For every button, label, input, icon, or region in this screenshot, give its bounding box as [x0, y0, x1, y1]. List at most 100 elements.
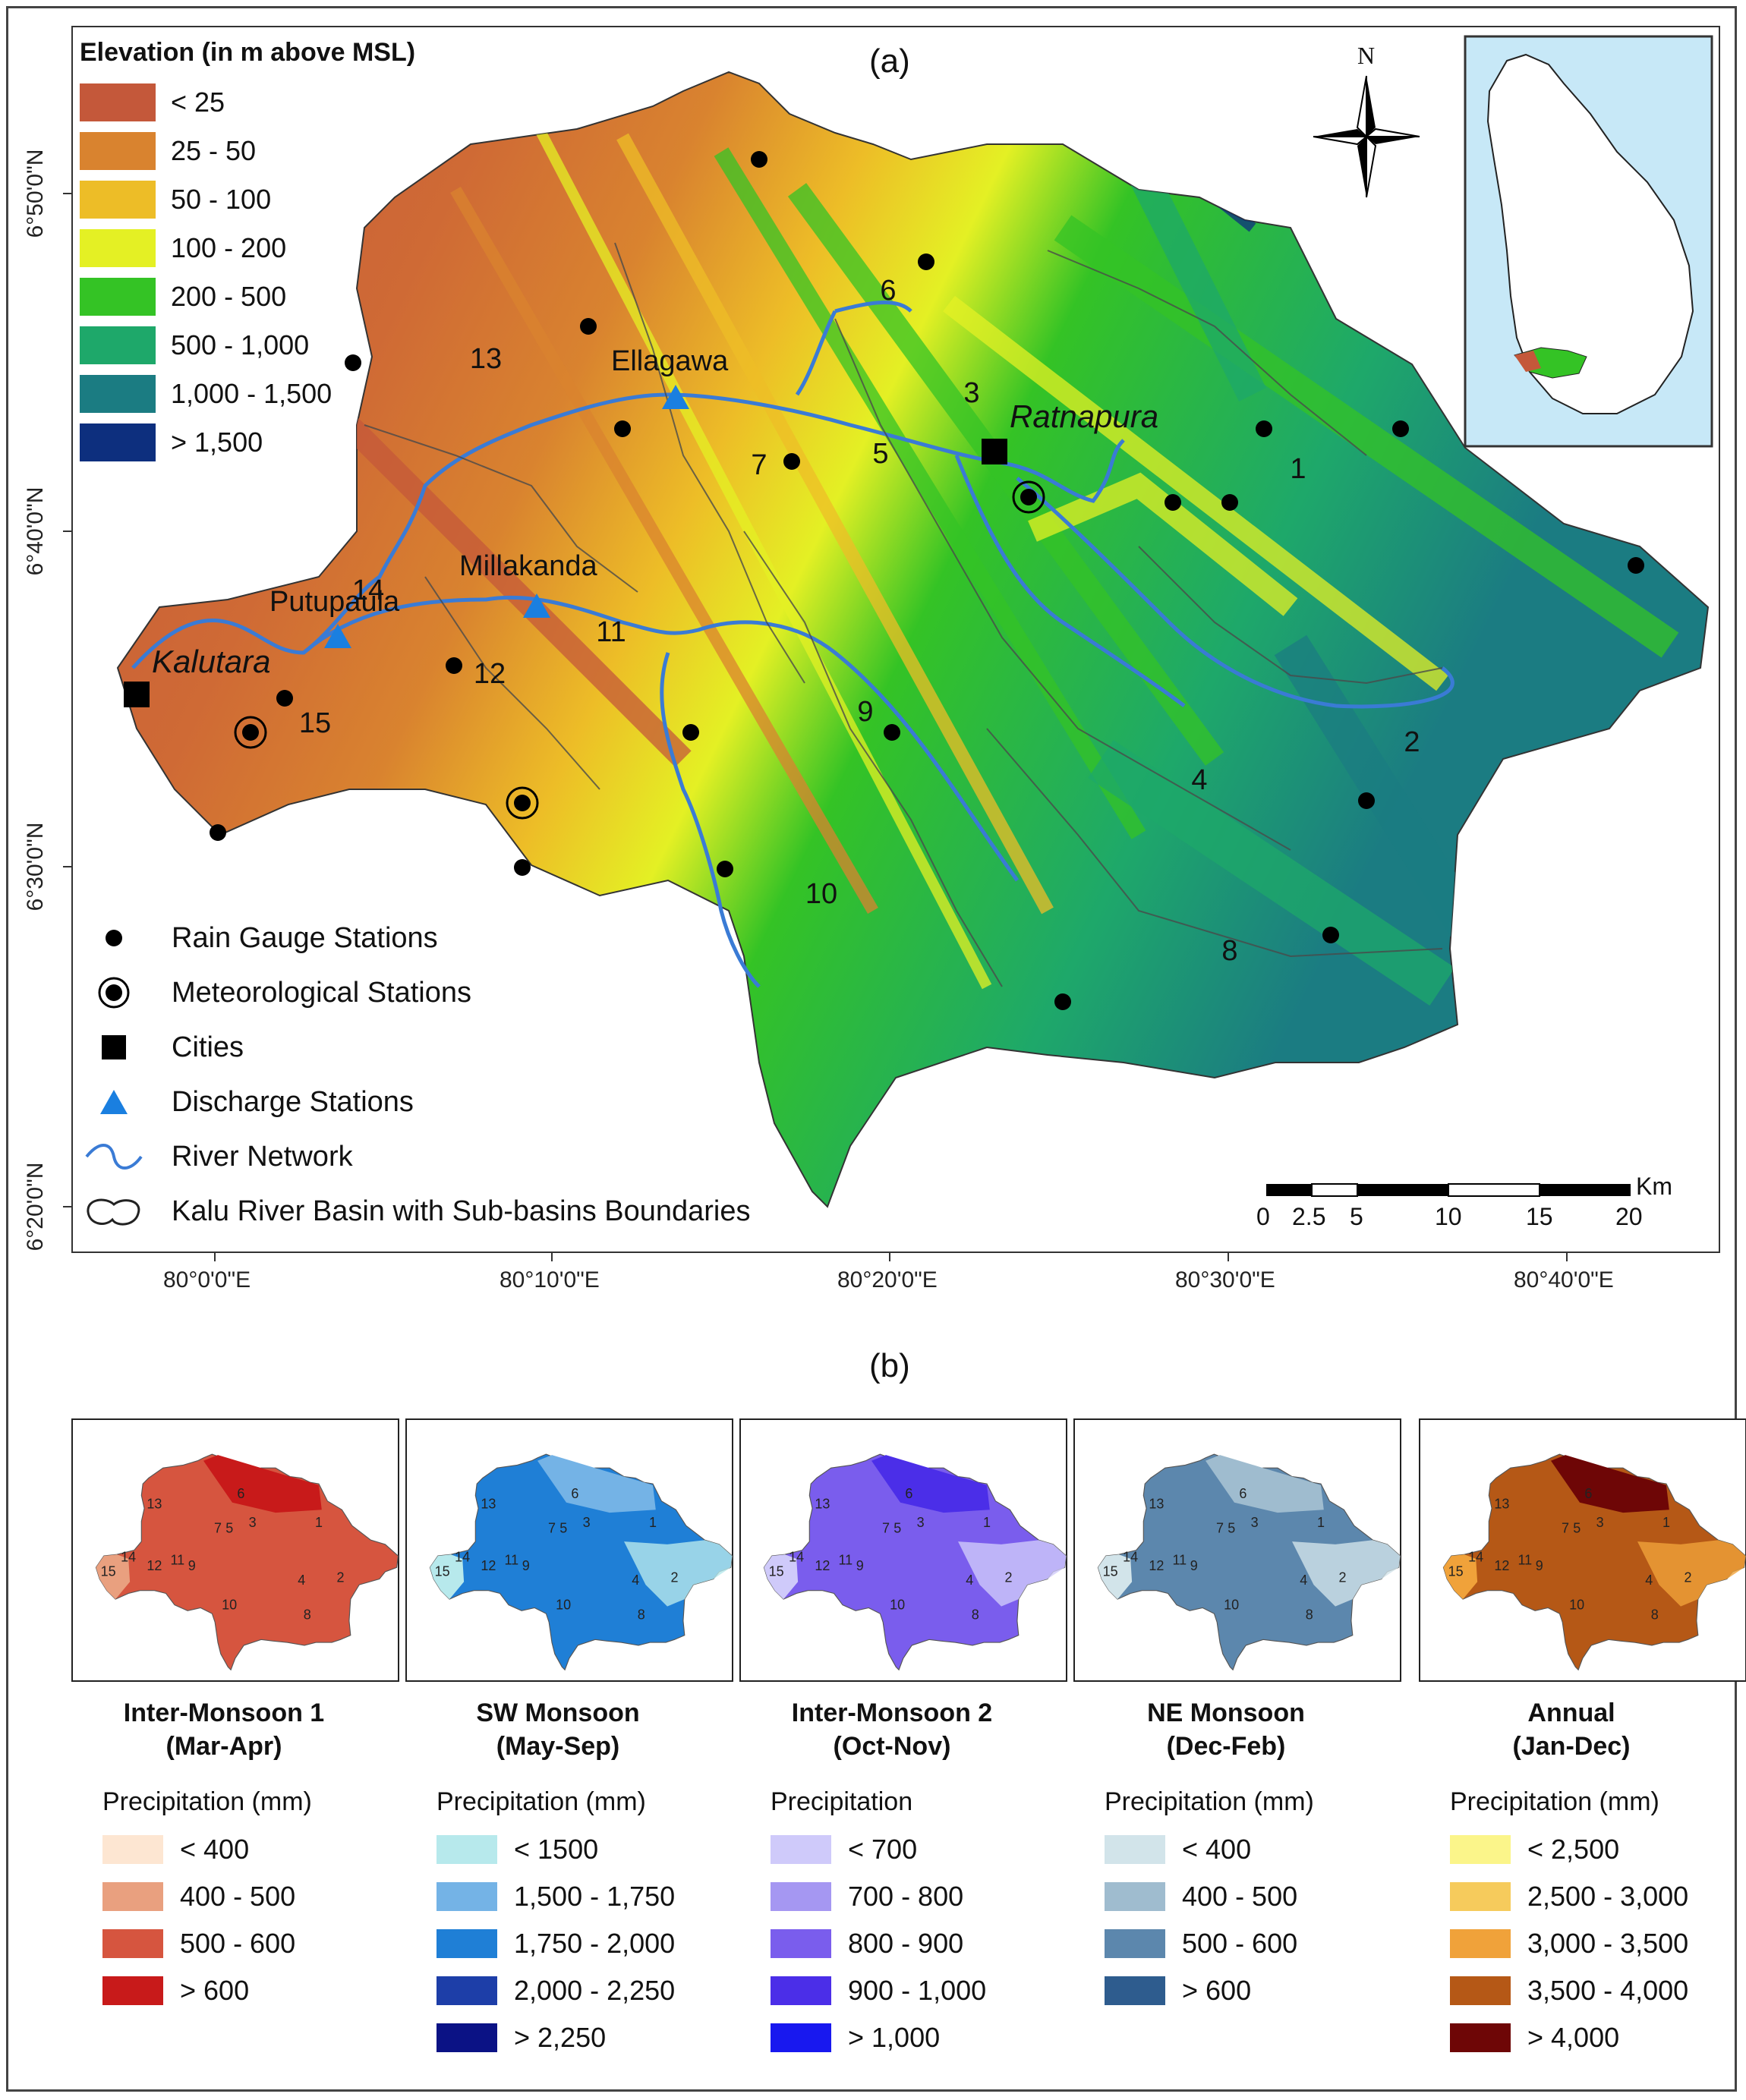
precipitation-swatch: [436, 1929, 497, 1958]
river-segment: [1016, 477, 1454, 709]
small-map-subbasin-label: 2: [1004, 1569, 1012, 1585]
subbasin-number-label: 15: [299, 707, 331, 739]
terrain-ridge: [1125, 160, 1266, 401]
small-map-subbasin-label: 2: [336, 1569, 344, 1585]
river-segment: [954, 455, 1186, 708]
precipitation-class-label: 400 - 500: [180, 1881, 296, 1912]
basin-choropleth: [1097, 1453, 1401, 1671]
figure-frame: [6, 6, 1737, 2092]
small-map-subbasin-label: 7: [1216, 1521, 1224, 1536]
city-marker: [982, 439, 1007, 464]
small-map-subbasin-label: 5: [225, 1521, 233, 1536]
panel-a-label: (a): [869, 43, 910, 80]
lon-tick-label: 80°40'0"E: [1514, 1267, 1614, 1292]
terrain-ridge: [526, 111, 992, 990]
lon-tick-label: 80°10'0"E: [500, 1267, 600, 1292]
small-map-subbasin-label: 14: [789, 1550, 804, 1565]
small-map-subbasin-label: 5: [893, 1521, 901, 1536]
subbasin-number-label: 13: [470, 343, 502, 375]
precipitation-legend-row: < 700: [771, 1826, 1089, 1873]
subbasin-boundary: [1138, 546, 1443, 685]
legend-row: Rain Gauge Stations: [84, 911, 751, 965]
map-title-line1: SW Monsoon: [476, 1699, 640, 1727]
scale-tick-label: 2.5: [1292, 1203, 1326, 1230]
precipitation-swatch: [436, 1976, 497, 2005]
precipitation-class-label: 400 - 500: [1182, 1881, 1298, 1912]
terrain-ridge: [1028, 472, 1298, 616]
precipitation-swatch: [1450, 1976, 1511, 2005]
small-map-subbasin-label: 8: [972, 1607, 979, 1623]
small-map-subbasin-label: 6: [237, 1486, 244, 1501]
precipitation-swatch: [771, 1882, 831, 1911]
precipitation-legend-row: 2,000 - 2,250: [436, 1967, 755, 2014]
small-map-subbasin-label: 13: [1149, 1496, 1164, 1511]
meteorological-station: [506, 786, 539, 820]
small-map-subbasin-label: 9: [188, 1558, 196, 1573]
lon-tick-label: 80°20'0"E: [837, 1267, 938, 1292]
map-title-line2: (Oct-Nov): [833, 1732, 951, 1761]
small-map-subbasin-label: 3: [583, 1515, 591, 1530]
east-class-region: [1292, 1540, 1401, 1607]
legend-row: Meteorological Stations: [84, 965, 751, 1020]
rain-gauge-station: [210, 824, 226, 841]
precipitation-class-label: 3,500 - 4,000: [1527, 1975, 1689, 2006]
precipitation-legend-row: 700 - 800: [771, 1873, 1089, 1920]
precipitation-class-label: > 4,000: [1527, 2022, 1620, 2053]
small-map-subbasin-label: 14: [121, 1550, 136, 1565]
precipitation-swatch: [102, 1929, 163, 1958]
small-map-subbasin-label: 13: [481, 1496, 496, 1511]
small-map-subbasin-label: 15: [769, 1564, 784, 1579]
lon-tick-label: 80°0'0"E: [163, 1267, 251, 1292]
lat-tick-label: 6°50'0"N: [23, 149, 48, 238]
subbasin-number-label: 10: [805, 878, 837, 910]
elevation-class-label: < 25: [171, 87, 225, 118]
elevation-class-label: 500 - 1,000: [171, 329, 310, 360]
small-map-subbasin-label: 2: [670, 1569, 678, 1585]
small-map-subbasin-label: 11: [1518, 1553, 1532, 1568]
elevation-legend-title: Elevation (in m above MSL): [80, 38, 416, 67]
small-map-subbasin-label: 9: [856, 1558, 864, 1573]
panel-b-map-title: Annual (Jan-Dec): [1412, 1696, 1731, 1763]
panel-b-maps: 1234567891011121314151234567891011121314…: [71, 1418, 1746, 1682]
small-map-subbasin-label: 10: [222, 1597, 237, 1612]
small-map-subbasin-label: 12: [147, 1558, 162, 1573]
elevation-swatch: [80, 83, 156, 121]
precipitation-legend: Precipitation < 700 700 - 800 800 - 900 900 …: [771, 1787, 1089, 2061]
subbasin-boundaries: [364, 242, 1443, 987]
scale-tick-label: 10: [1435, 1203, 1462, 1230]
small-map-subbasin-label: 3: [917, 1515, 925, 1530]
small-map-subbasin-label: 14: [1468, 1550, 1483, 1565]
precipitation-legend-row: > 2,250: [436, 2014, 755, 2061]
precipitation-class-label: < 400: [180, 1834, 250, 1865]
subbasin-boundary: [424, 576, 600, 790]
terrain-ridge: [1054, 215, 1679, 658]
river-segment: [302, 595, 1020, 882]
precipitation-class-label: 1,750 - 2,000: [514, 1928, 676, 1959]
terrain-ridge: [714, 147, 1146, 839]
small-map-subbasin-label: 9: [522, 1558, 530, 1573]
subbasin-number-label: 3: [963, 377, 979, 409]
small-map-subbasin-label: 5: [559, 1521, 567, 1536]
place-label-ratnapura: Ratnapura: [1010, 398, 1159, 434]
rain-gauge-station: [1358, 792, 1375, 809]
rain-gauge-station: [614, 420, 631, 437]
small-map-subbasin-label: 10: [1569, 1597, 1584, 1612]
meteorological-station: [1012, 480, 1045, 514]
precipitation-swatch: [771, 1835, 831, 1864]
precipitation-class-label: 900 - 1,000: [848, 1975, 987, 2006]
legend-label: Rain Gauge Stations: [172, 921, 438, 954]
ringed-dot-icon: [84, 974, 144, 1012]
small-map-subbasin-label: 10: [556, 1597, 571, 1612]
legend-label: Kalu River Basin with Sub-basins Boundar…: [172, 1195, 751, 1227]
panel-b-map-title: NE Monsoon (Dec-Feb): [1067, 1696, 1385, 1763]
precipitation-legend-row: 400 - 500: [102, 1873, 421, 1920]
small-map-subbasin-label: 5: [1573, 1521, 1581, 1536]
precipitation-class-label: 1,500 - 1,750: [514, 1881, 676, 1912]
place-label-ellagawa: Ellagawa: [611, 345, 729, 377]
subbasin-boundary: [1047, 250, 1367, 456]
rain-gauge-station: [1054, 993, 1071, 1010]
subbasin-boundary: [986, 728, 1443, 958]
